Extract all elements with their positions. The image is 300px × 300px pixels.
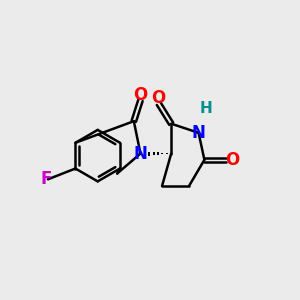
Text: N: N [192, 124, 206, 142]
Text: O: O [151, 89, 165, 107]
Text: N: N [134, 145, 147, 163]
Text: O: O [225, 151, 239, 169]
Text: O: O [133, 86, 148, 104]
Text: F: F [40, 170, 52, 188]
Text: H: H [200, 101, 213, 116]
